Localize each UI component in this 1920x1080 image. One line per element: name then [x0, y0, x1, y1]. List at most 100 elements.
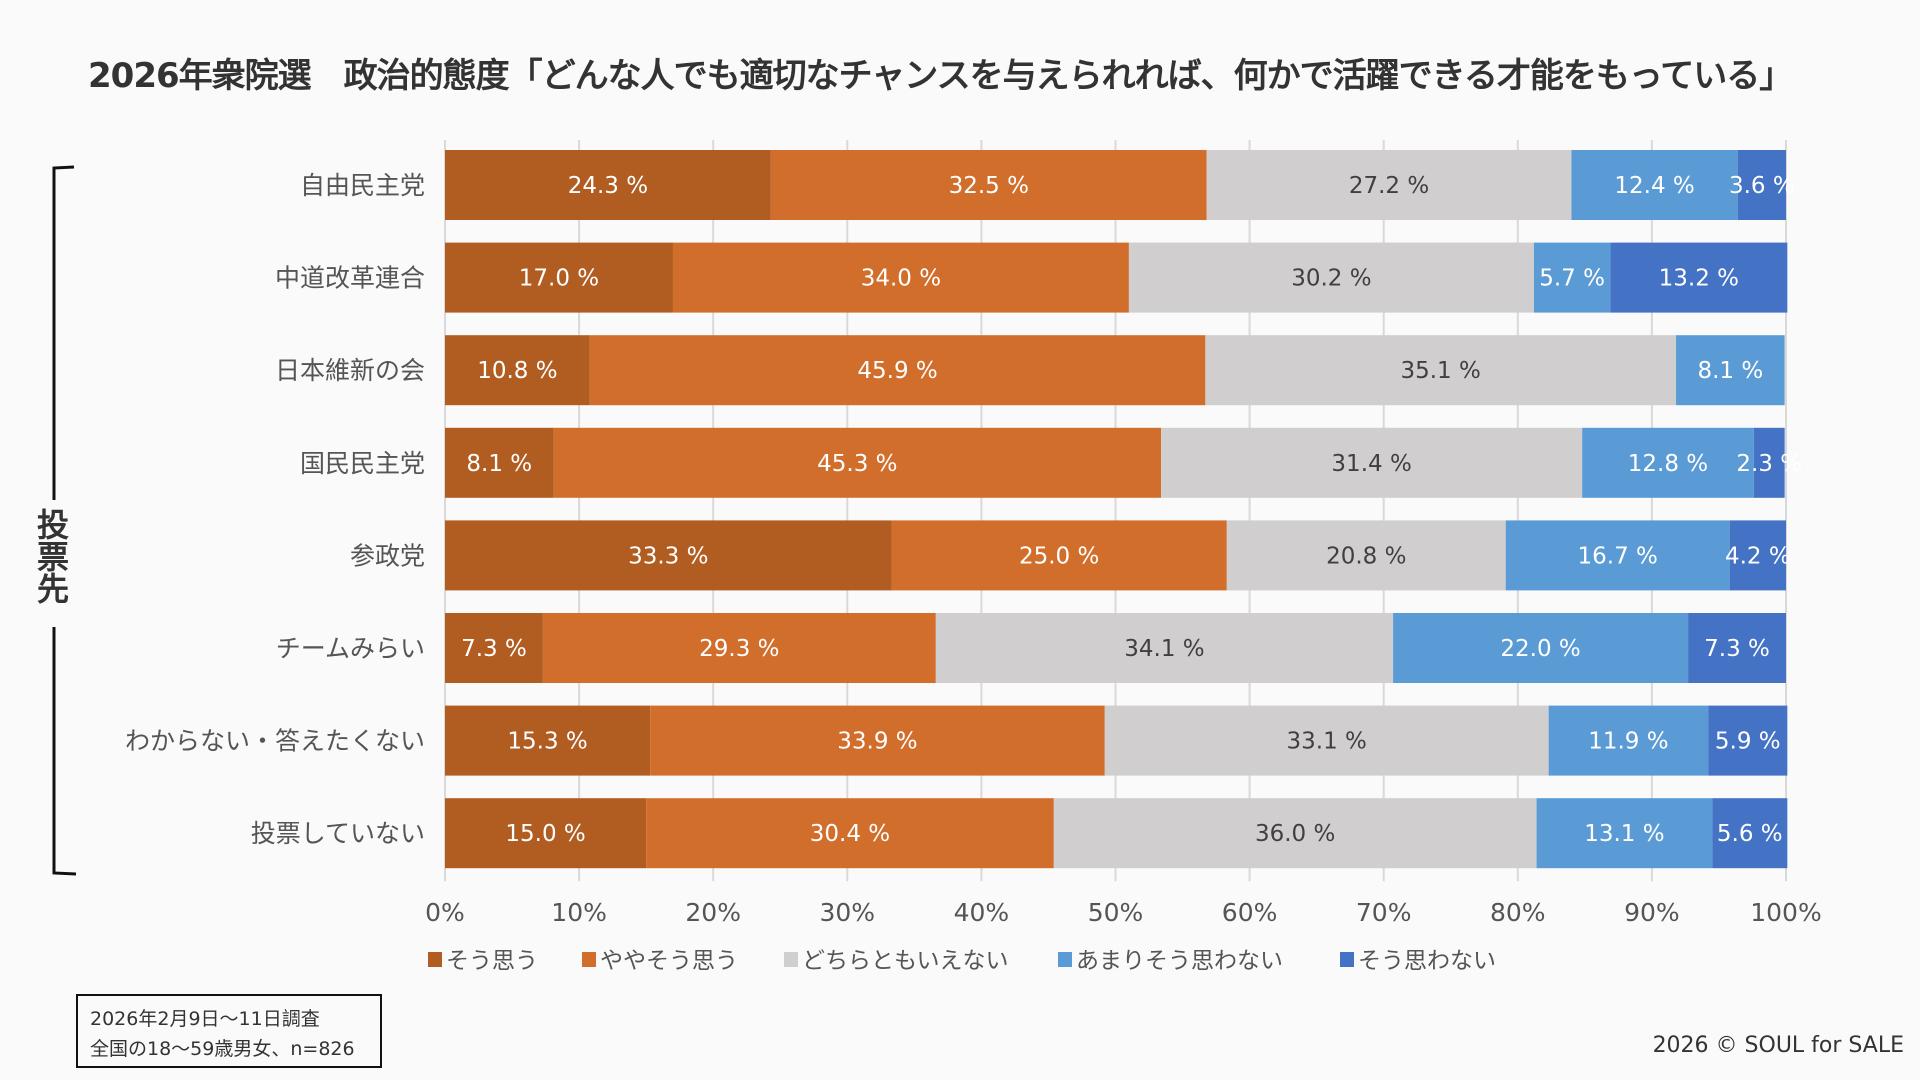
bar-data-label: 33.3 %: [628, 543, 708, 569]
copyright-credit: 2026 © SOUL for SALE: [1652, 1033, 1904, 1058]
bar-segment: [445, 520, 892, 591]
bar-segment: [445, 427, 554, 498]
bar-data-label: 5.7 %: [1539, 266, 1605, 292]
bar-segment: [1582, 427, 1754, 498]
bar-data-label: 45.9 %: [857, 358, 937, 384]
bar-segment: [1688, 613, 1786, 683]
bar-data-label: 8.1 %: [1697, 358, 1763, 384]
bar-segment: [1161, 427, 1583, 498]
bar-row: 33.3 % 25.0 % 20.8 % 16.7 % 4.2 %: [445, 520, 1791, 591]
legend-item: そう思わない: [1340, 948, 1496, 974]
bar-segment: [589, 335, 1206, 406]
bar-data-label: 30.4 %: [810, 821, 890, 847]
bar-data-label: 33.9 %: [837, 729, 917, 755]
bar-data-label: 15.3 %: [507, 729, 587, 755]
legend-swatch: [582, 952, 596, 967]
x-tick-label: 30%: [820, 898, 876, 927]
bracket-top: [52, 165, 75, 500]
survey-note: 2026年2月9日～11日調査 全国の18～59歳男女、n=826: [76, 994, 382, 1068]
x-tick-label: 60%: [1222, 898, 1278, 927]
category-label: 中道改革連合: [275, 264, 425, 293]
bar-data-label: 31.4 %: [1331, 451, 1411, 477]
bar-data-label: 35.1 %: [1400, 358, 1480, 384]
bar-segment: [1737, 150, 1786, 220]
category-label: 国民民主党: [300, 449, 425, 478]
bar-data-label: 3.6 %: [1729, 173, 1795, 199]
bracket-bottom: [52, 627, 77, 876]
category-label: 日本維新の会: [275, 356, 425, 385]
bar-data-label: 12.4 %: [1614, 173, 1694, 199]
bar-data-label: 15.0 %: [505, 821, 585, 847]
bar-row: 15.0 % 30.4 % 36.0 % 13.1 % 5.6 %: [445, 798, 1788, 869]
bar-segment: [553, 427, 1162, 498]
bar-data-label: 45.3 %: [817, 451, 897, 477]
x-tick-label: 90%: [1624, 898, 1680, 927]
bar-data-label: 32.5 %: [949, 173, 1029, 199]
legend-swatch: [1058, 952, 1072, 967]
bar-segment: [1753, 427, 1785, 498]
bar-row: 10.8 % 45.9 % 35.1 % 8.1 %: [445, 335, 1785, 406]
bar-segment: [1571, 150, 1738, 220]
x-tick-label: 10%: [551, 898, 607, 927]
bar-data-label: 20.8 %: [1326, 543, 1406, 569]
x-tick-label: 40%: [954, 898, 1010, 927]
bar-segment: [1548, 705, 1709, 776]
bar-data-label: 17.0 %: [519, 266, 599, 292]
category-label: 参政党: [350, 541, 425, 570]
legend-item: あまりそう思わない: [1058, 948, 1283, 974]
x-tick-labels: 0% 10% 20% 30% 40% 50% 60% 70% 80% 90% 100%: [425, 898, 1822, 927]
bar-segment: [672, 242, 1129, 313]
bar-segment: [1104, 705, 1549, 776]
bar-row: 8.1 % 45.3 % 31.4 % 12.8 % 2.3 %: [445, 427, 1802, 498]
bar-segment: [1708, 705, 1788, 776]
legend-swatch: [428, 952, 442, 967]
category-label: 自由民主党: [300, 171, 425, 200]
category-labels: 自由民主党中道改革連合日本維新の会国民民主党参政党チームみらいわからない・答えた…: [125, 171, 425, 848]
bar-segment: [1206, 150, 1572, 220]
bar-segment: [445, 150, 771, 220]
bar-segment: [1729, 520, 1786, 591]
bar-segment: [1505, 520, 1730, 591]
legend-label: ややそう思う: [600, 948, 738, 974]
bar-data-label: 34.0 %: [861, 266, 941, 292]
legend-item: どちらともいえない: [784, 948, 1009, 974]
bar-data-label: 33.1 %: [1287, 729, 1367, 755]
bar-segment: [445, 335, 590, 406]
bar-segment: [770, 150, 1207, 220]
survey-note-date: 2026年2月9日～11日調査: [90, 1008, 320, 1030]
bar-data-label: 7.3 %: [1704, 636, 1770, 662]
survey-note-sample: 全国の18～59歳男女、n=826: [90, 1038, 355, 1060]
category-label: チームみらい: [276, 634, 425, 663]
bar-segment: [1610, 242, 1788, 313]
bar-data-label: 5.9 %: [1715, 729, 1781, 755]
bar-data-label: 5.6 %: [1717, 821, 1783, 847]
bar-segment: [1053, 798, 1537, 869]
bar-row: 15.3 % 33.9 % 33.1 % 11.9 % 5.9 %: [445, 705, 1788, 776]
bar-data-label: 16.7 %: [1578, 543, 1658, 569]
legend-label: そう思う: [446, 948, 538, 974]
group-bracket: [52, 165, 77, 876]
bar-data-label: 34.1 %: [1124, 636, 1204, 662]
x-tick-label: 20%: [685, 898, 741, 927]
category-label: 投票していない: [251, 819, 425, 848]
bar-data-label: 22.0 %: [1500, 636, 1580, 662]
bar-data-label: 7.3 %: [461, 636, 527, 662]
bar-segment: [650, 705, 1105, 776]
legend-label: あまりそう思わない: [1076, 948, 1283, 974]
legend-label: そう思わない: [1358, 948, 1496, 974]
bar-data-label: 29.3 %: [699, 636, 779, 662]
legend-swatch: [1340, 952, 1354, 967]
bar-data-label: 13.2 %: [1659, 266, 1739, 292]
bar-segment: [1712, 798, 1788, 869]
legend-label: どちらともいえない: [802, 948, 1009, 974]
x-tick-label: 70%: [1356, 898, 1412, 927]
bars: 24.3 % 32.5 % 27.2 % 12.4 % 3.6 % 17.0 % 34.0 …: [445, 150, 1802, 869]
x-tick-label: 50%: [1088, 898, 1144, 927]
bar-row: 7.3 % 29.3 % 34.1 % 22.0 % 7.3 %: [445, 613, 1786, 683]
bar-segment: [891, 520, 1227, 591]
bar-segment: [445, 613, 543, 683]
bar-segment: [1676, 335, 1785, 406]
bar-data-label: 12.8 %: [1628, 451, 1708, 477]
bar-segment: [1128, 242, 1534, 313]
